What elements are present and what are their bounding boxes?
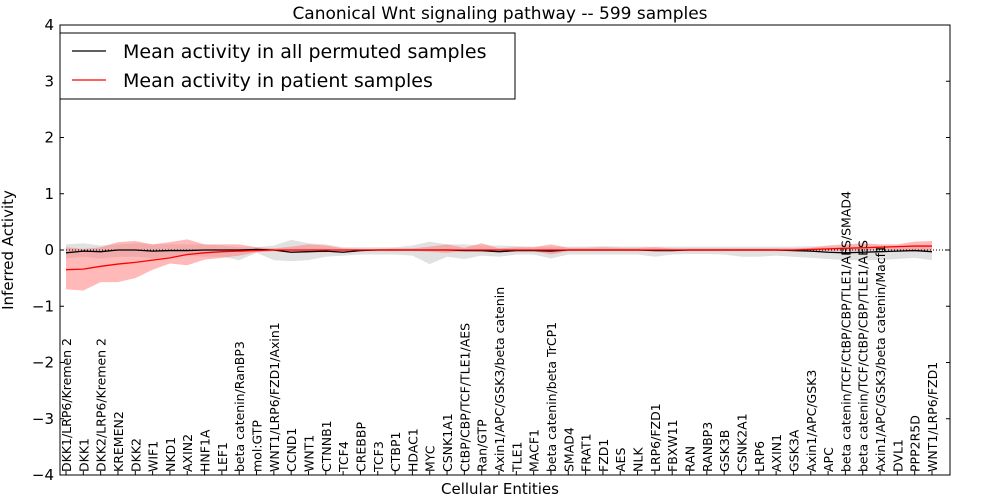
x-tick-label: Axin1/APC/GSK3/beta catenin (492, 287, 507, 472)
x-tick-label: HDAC1 (405, 428, 420, 472)
x-tick-label: FRAT1 (579, 433, 594, 472)
x-tick-label: beta catenin/TCF/CtBP/CBP/TLE1/AES (856, 240, 871, 472)
x-tick-label: KREMEN2 (111, 411, 126, 472)
x-tick-label: CtBP/CBP/TCF/TLE1/AES (457, 323, 472, 472)
x-tick-label: AXIN1 (769, 434, 784, 472)
x-tick-label: LRP6 (752, 441, 767, 472)
x-tick-label: NKD1 (163, 437, 178, 472)
x-tick-label: TCF3 (371, 441, 386, 473)
y-tick-label: 4 (44, 16, 54, 34)
legend-label-permuted: Mean activity in all permuted samples (123, 41, 486, 63)
y-tick-label: 2 (44, 129, 54, 147)
y-tick-label: −1 (32, 297, 54, 315)
x-tick-label: Ran/GTP (475, 419, 490, 472)
x-tick-label: GSK3B (717, 430, 732, 472)
y-tick-label: −3 (32, 410, 54, 428)
x-tick-label: WIF1 (146, 441, 161, 472)
x-tick-label: DKK1/LRP6/Kremen 2 (59, 338, 74, 472)
x-tick-label: CTNNB1 (319, 420, 334, 472)
x-tick-label: beta catenin/RanBP3 (232, 341, 247, 472)
x-tick-label: MACF1 (527, 429, 542, 472)
x-tick-label: WNT1/LRP6/FZD1/Axin1 (267, 322, 282, 472)
patient-mean-line (65, 245, 932, 271)
legend-box (59, 32, 516, 100)
x-tick-label: CREBBP (353, 422, 368, 472)
x-tick-label: CTBP1 (388, 432, 403, 472)
x-tick-label: CSNK1A1 (440, 413, 455, 472)
x-tick-label: WNT1 (301, 435, 316, 472)
x-tick-label: beta catenin/TCF/CtBP/CBP/TLE1/AES/SMAD4 (838, 191, 853, 472)
x-tick-label: RAN (683, 446, 698, 472)
x-tick-label: Axin1/APC/GSK3/beta catenin/Macf1 (873, 245, 888, 472)
x-tick-label: CSNK2A1 (734, 413, 749, 472)
x-tick-label: mol:GTP (250, 420, 265, 472)
y-tick-label: 3 (44, 72, 54, 90)
x-axis-label: Cellular Entities (441, 480, 559, 498)
x-tick-label: Axin1/APC/GSK3 (804, 370, 819, 472)
x-tick-label: DVL1 (890, 439, 905, 472)
x-tick-label: DKK2 (128, 438, 143, 472)
y-tick-label: −4 (32, 466, 54, 484)
chart-title: Canonical Wnt signaling pathway -- 599 s… (292, 4, 707, 24)
legend: Mean activity in all permuted samples Me… (59, 32, 516, 100)
x-tick-label: RANBP3 (700, 422, 715, 472)
x-tick-label: DKK1 (76, 438, 91, 472)
x-tick-label: APC (821, 447, 836, 472)
x-tick-label: TCF4 (336, 441, 351, 473)
x-tick-label: LRP6/FZD1 (648, 403, 663, 472)
x-tick-label: NLK (631, 447, 646, 472)
x-tick-label: SMAD4 (561, 427, 576, 472)
x-tick-label: WNT1/LRP6/FZD1 (925, 362, 940, 472)
y-axis-label: Inferred Activity (0, 190, 17, 310)
y-tick-label: 0 (44, 241, 54, 259)
x-tick-label: LEF1 (215, 442, 230, 472)
legend-label-patient: Mean activity in patient samples (123, 70, 433, 92)
x-tick-label: TLE1 (509, 442, 524, 473)
y-tick-label: −2 (32, 354, 54, 372)
x-tick-label: GSK3A (786, 429, 801, 472)
x-tick-label: beta catenin/beta TrCP1 (544, 322, 559, 472)
y-tick-label: 1 (44, 185, 54, 203)
x-tick-label: MYC (423, 445, 438, 472)
x-tick-label: CCND1 (284, 428, 299, 472)
x-tick-label: FZD1 (596, 439, 611, 472)
x-tick-label: FBXW11 (665, 419, 680, 472)
x-tick-label: AES (613, 448, 628, 472)
x-tick-label: AXIN2 (180, 434, 195, 472)
x-tick-label: PPP2R5D (908, 415, 923, 472)
x-tick-label: DKK2/LRP6/Kremen 2 (94, 338, 109, 472)
x-tick-label: HNF1A (198, 429, 213, 472)
